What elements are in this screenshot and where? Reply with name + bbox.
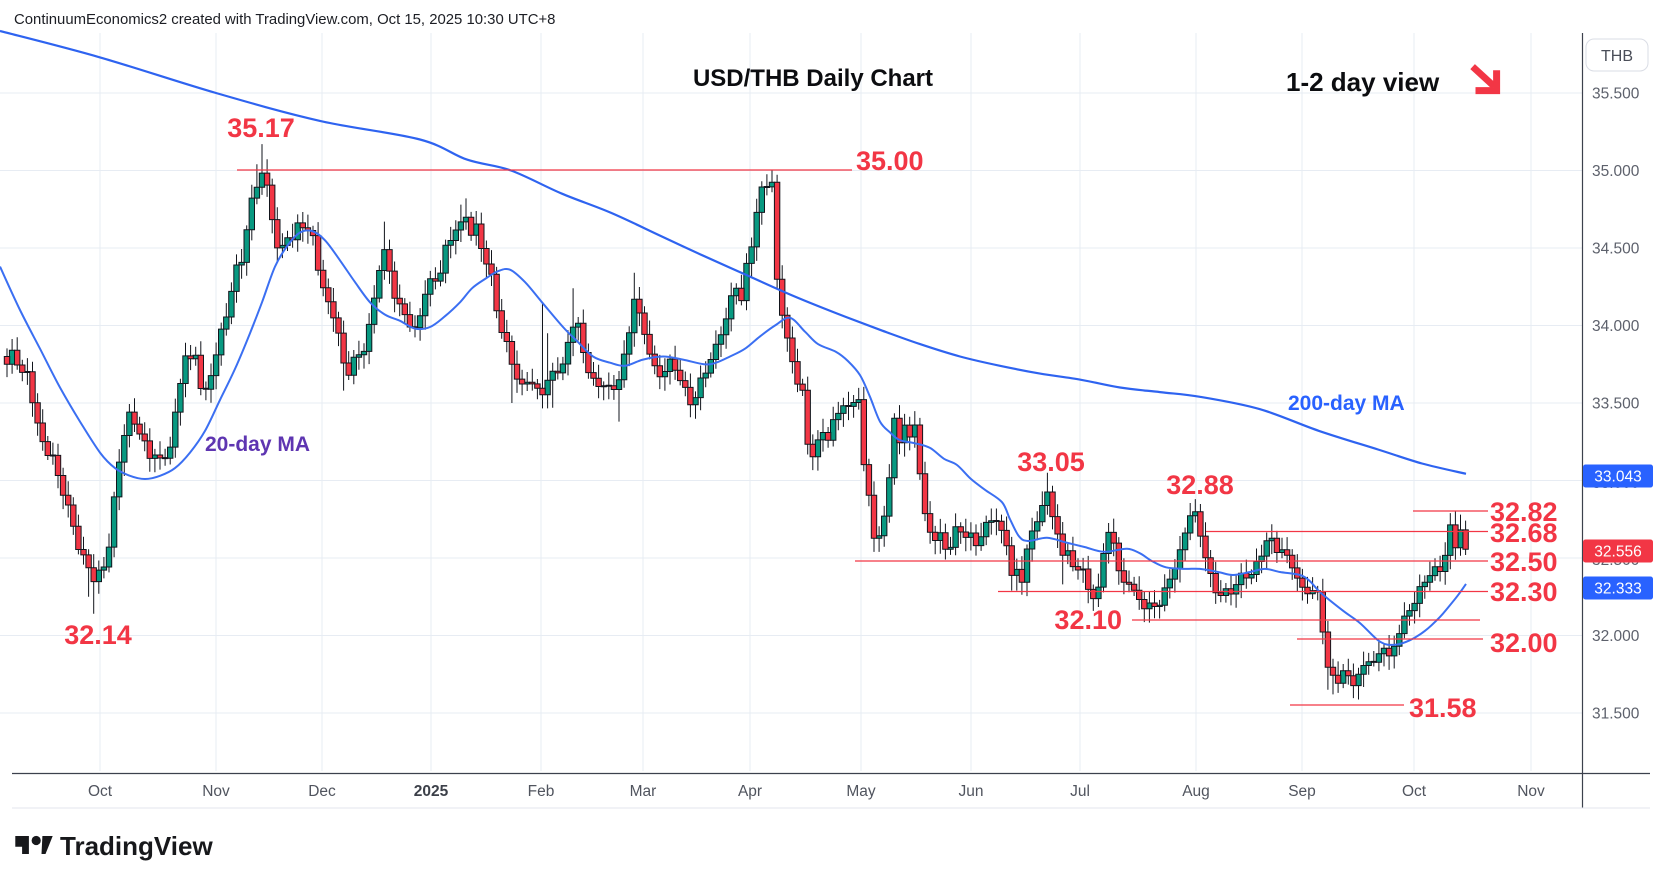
svg-text:Nov: Nov	[202, 783, 230, 800]
svg-text:32.00: 32.00	[1490, 628, 1558, 658]
svg-text:32.10: 32.10	[1054, 605, 1122, 635]
svg-text:USD/THB Daily Chart: USD/THB Daily Chart	[693, 65, 933, 92]
svg-text:Nov: Nov	[1517, 783, 1545, 800]
svg-text:Feb: Feb	[528, 783, 555, 800]
svg-text:20-day MA: 20-day MA	[205, 433, 310, 456]
svg-text:Mar: Mar	[630, 783, 657, 800]
svg-text:32.333: 32.333	[1594, 581, 1641, 598]
svg-text:34.000: 34.000	[1592, 318, 1640, 335]
svg-text:Aug: Aug	[1182, 783, 1210, 800]
svg-text:32.14: 32.14	[64, 620, 132, 650]
svg-text:35.00: 35.00	[856, 146, 924, 176]
svg-text:33.043: 33.043	[1594, 469, 1641, 486]
svg-text:33.500: 33.500	[1592, 396, 1640, 413]
svg-text:Sep: Sep	[1288, 783, 1316, 800]
svg-text:Dec: Dec	[308, 783, 336, 800]
svg-text:32.000: 32.000	[1592, 628, 1640, 645]
svg-text:35.17: 35.17	[227, 113, 295, 143]
svg-text:31.500: 31.500	[1592, 706, 1640, 723]
svg-text:May: May	[846, 783, 876, 800]
svg-text:TradingView: TradingView	[60, 831, 213, 861]
svg-text:32.556: 32.556	[1594, 544, 1641, 561]
svg-text:32.88: 32.88	[1166, 470, 1234, 500]
svg-text:Jul: Jul	[1070, 783, 1090, 800]
svg-text:32.68: 32.68	[1490, 518, 1558, 548]
svg-text:THB: THB	[1601, 48, 1633, 65]
svg-text:32.82: 32.82	[1490, 497, 1558, 527]
svg-text:34.500: 34.500	[1592, 241, 1640, 258]
svg-text:32.50: 32.50	[1490, 547, 1558, 577]
svg-text:35.000: 35.000	[1592, 163, 1640, 180]
svg-text:Apr: Apr	[738, 783, 762, 800]
svg-text:ContinuumEconomics2 created wi: ContinuumEconomics2 created with Trading…	[14, 12, 555, 28]
svg-text:Oct: Oct	[88, 783, 113, 800]
svg-text:Oct: Oct	[1402, 783, 1427, 800]
svg-text:33.05: 33.05	[1017, 447, 1085, 477]
svg-text:32.30: 32.30	[1490, 577, 1558, 607]
svg-text:31.58: 31.58	[1409, 693, 1477, 723]
svg-text:1-2 day view: 1-2 day view	[1286, 67, 1440, 97]
svg-text:35.500: 35.500	[1592, 86, 1640, 103]
svg-text:200-day MA: 200-day MA	[1288, 392, 1405, 415]
svg-text:Jun: Jun	[959, 783, 984, 800]
svg-text:2025: 2025	[414, 783, 449, 800]
